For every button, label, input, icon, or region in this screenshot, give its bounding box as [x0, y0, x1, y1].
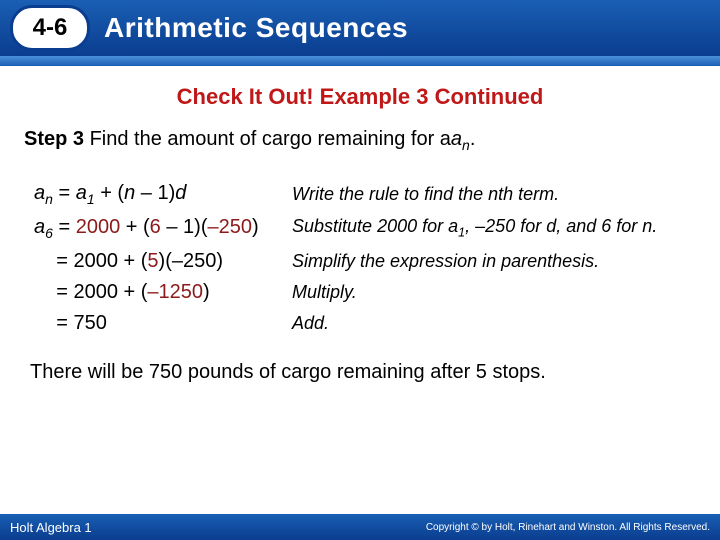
work-row: = 2000 + (–1250) Multiply. — [24, 281, 696, 304]
work-row: an = a1 + (n – 1)d Write the rule to fin… — [24, 182, 696, 207]
equation-left: a6 = 2000 + (6 – 1)(–250) — [24, 215, 290, 241]
step-label: Step 3 — [24, 128, 84, 150]
equation-left: = 2000 + (–1250) — [24, 281, 290, 304]
slide-footer: Holt Algebra 1 Copyright © by Holt, Rine… — [0, 514, 720, 540]
check-it-out-title: Check It Out! Example 3 Continued — [24, 84, 696, 110]
equation-explain: Write the rule to find the nth term. — [290, 182, 696, 207]
slide-content: Check It Out! Example 3 Continued Step 3… — [0, 66, 720, 385]
lesson-number-badge: 4-6 — [10, 5, 90, 51]
work-rows: an = a1 + (n – 1)d Write the rule to fin… — [24, 174, 696, 342]
equation-left: = 750 — [24, 312, 290, 335]
footer-copyright: Copyright © by Holt, Rinehart and Winsto… — [426, 522, 710, 533]
step-var: a — [451, 128, 462, 150]
lesson-header: 4-6 Arithmetic Sequences — [0, 0, 720, 56]
equation-explain: Multiply. — [290, 281, 696, 304]
work-row: = 750 Add. — [24, 312, 696, 335]
step-text: Find the amount of cargo remaining for a — [90, 128, 451, 150]
equation-left: an = a1 + (n – 1)d — [24, 182, 290, 207]
header-underline — [0, 56, 720, 66]
equation-explain: Add. — [290, 312, 696, 335]
lesson-title: Arithmetic Sequences — [104, 12, 408, 44]
step-subscript: n — [462, 137, 470, 153]
equation-explain: Simplify the expression in parenthesis. — [290, 250, 696, 273]
footer-book-title: Holt Algebra 1 — [10, 520, 92, 535]
step-period: . — [470, 128, 476, 150]
equation-explain: Substitute 2000 for a1, –250 for d, and … — [290, 215, 696, 241]
step-instruction: Step 3 Find the amount of cargo remainin… — [24, 126, 696, 154]
equation-left: = 2000 + (5)(–250) — [24, 250, 290, 273]
conclusion-text: There will be 750 pounds of cargo remain… — [24, 359, 696, 385]
work-row: = 2000 + (5)(–250) Simplify the expressi… — [24, 250, 696, 273]
work-row: a6 = 2000 + (6 – 1)(–250) Substitute 200… — [24, 215, 696, 241]
